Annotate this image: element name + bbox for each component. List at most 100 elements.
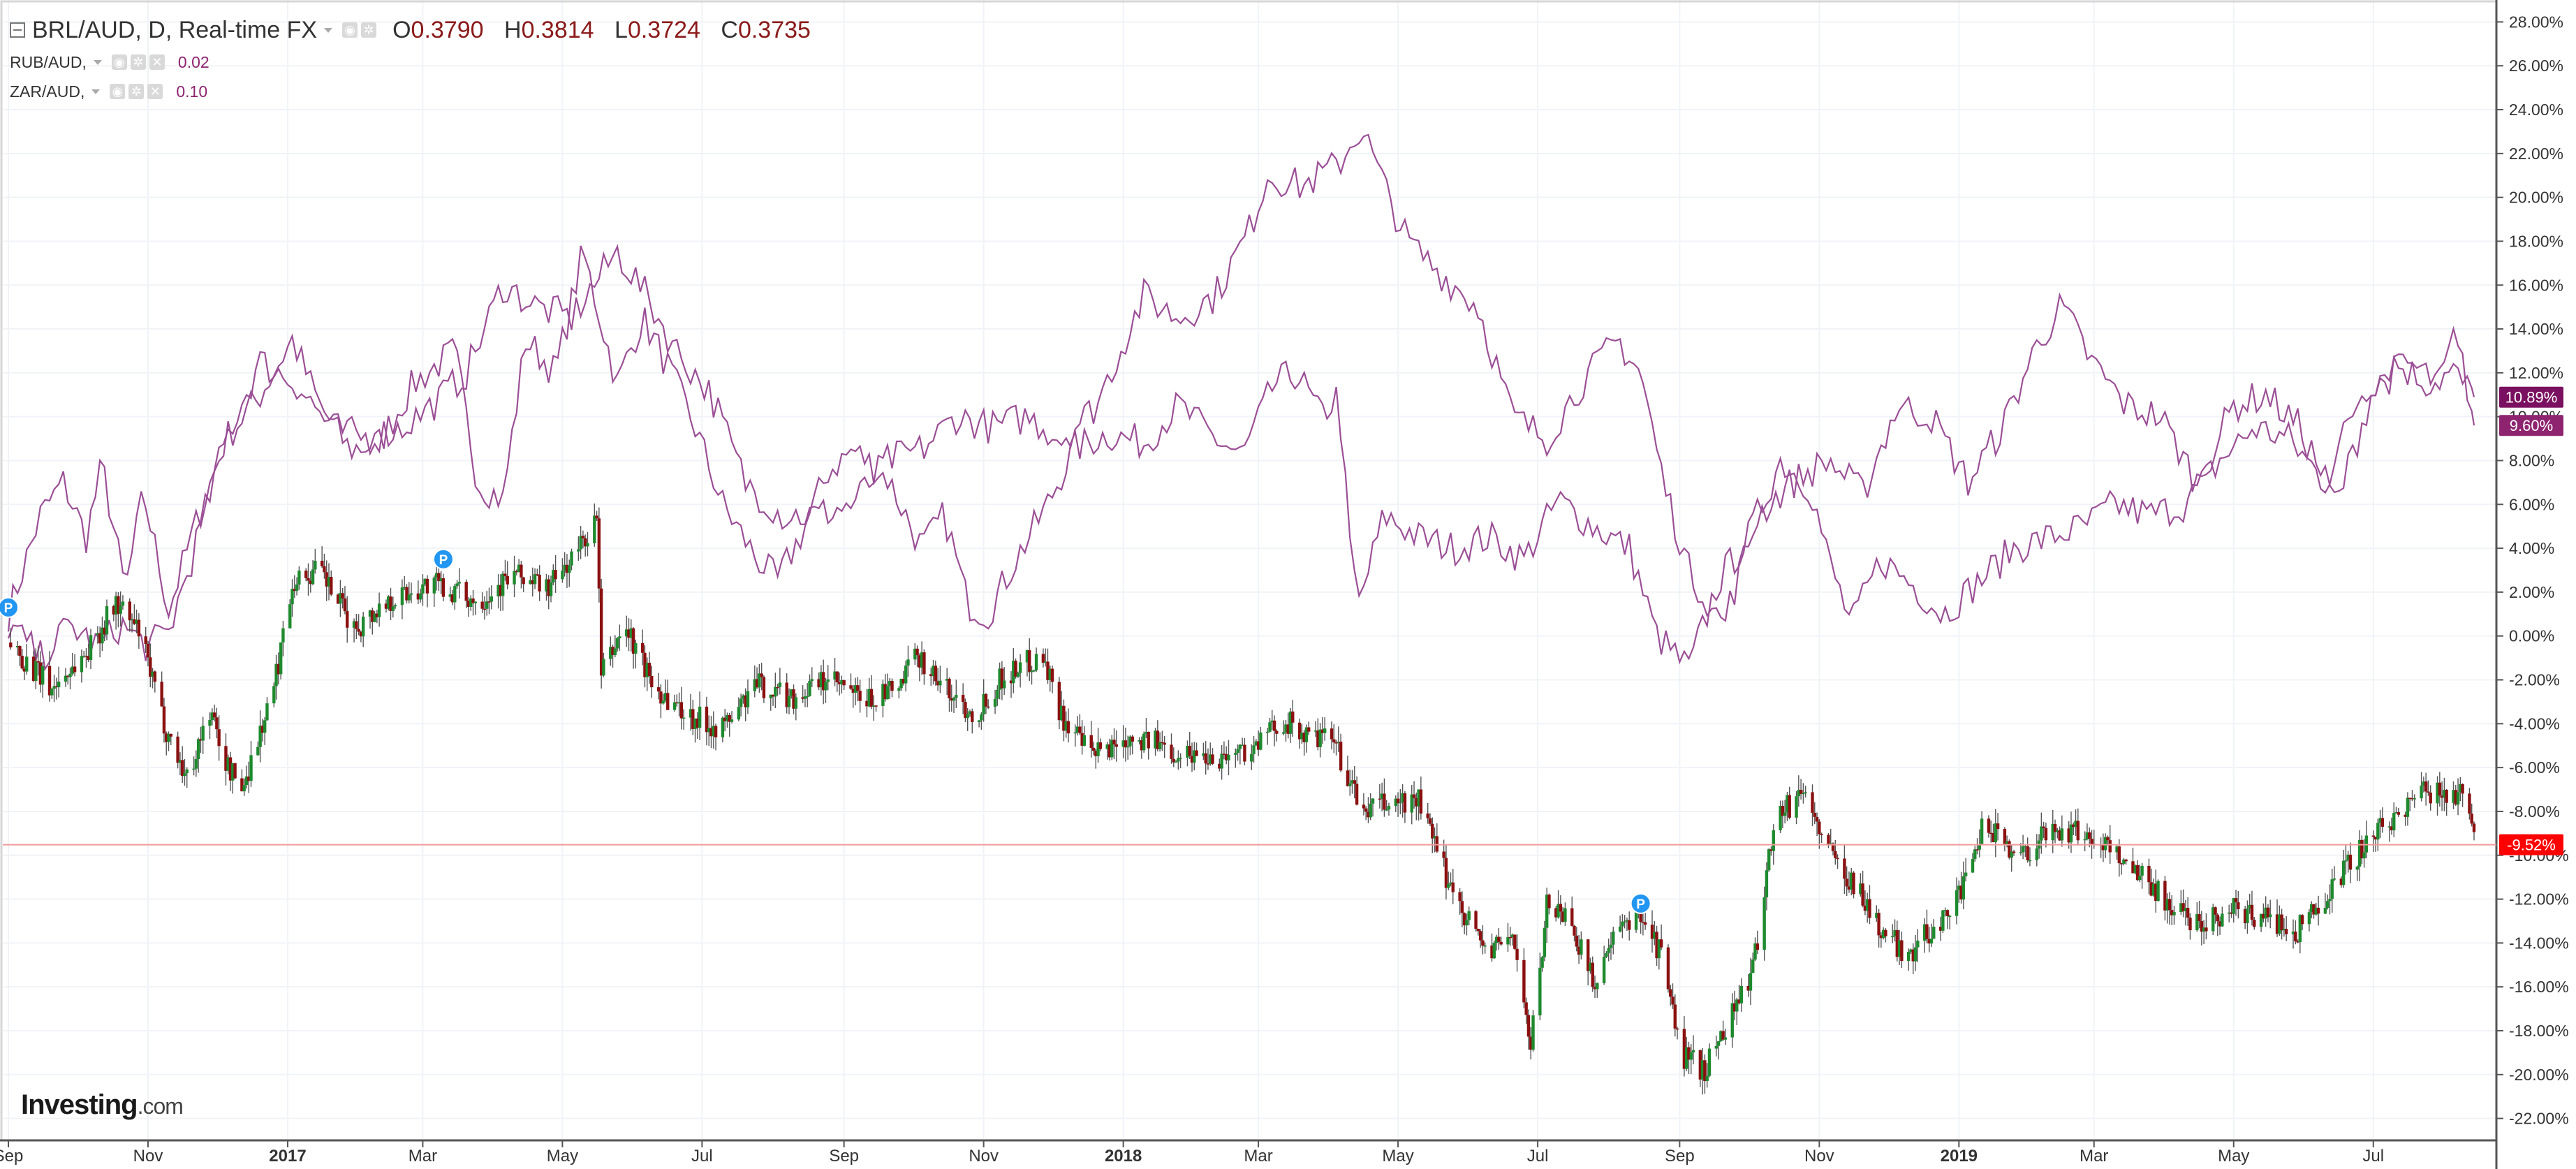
- candle-body: [1367, 811, 1370, 818]
- candle-body: [178, 760, 182, 763]
- candle-body: [2325, 901, 2330, 909]
- candle-body: [199, 739, 203, 741]
- comparison-settings-gear-icon[interactable]: ✲: [128, 84, 145, 99]
- candle-body: [1161, 742, 1164, 744]
- candle-body: [1510, 934, 1515, 938]
- candle-body: [201, 726, 205, 741]
- y-tick-label: 2.00%: [2509, 583, 2554, 601]
- candle-body: [343, 598, 347, 612]
- comparison-name: RUB/AUD,: [10, 52, 87, 71]
- main-series-legend: BRL/AUD, D, Real-time FX ◉ ✲ O0.3790 H0.…: [10, 13, 825, 47]
- candle-body: [723, 717, 727, 721]
- candle-body: [2378, 818, 2382, 823]
- candle-body: [499, 584, 503, 596]
- candle-body: [1657, 939, 1661, 959]
- candle-body: [1813, 812, 1816, 817]
- candle-body: [964, 702, 967, 719]
- candle-body: [1756, 943, 1760, 950]
- candle-body: [1188, 746, 1191, 756]
- candle-body: [1078, 726, 1082, 733]
- candle-body: [1291, 711, 1295, 723]
- candle-body: [485, 601, 489, 609]
- candle-body: [98, 633, 102, 644]
- candle-body: [1831, 843, 1835, 851]
- remove-comparison-close-icon[interactable]: ✕: [147, 84, 163, 99]
- candle-body: [432, 578, 436, 594]
- candle-body: [2200, 920, 2204, 932]
- candle-body: [506, 575, 509, 584]
- candle-body: [2234, 898, 2238, 903]
- candle-body: [2151, 883, 2156, 896]
- comparison-menu-chevron-down-icon[interactable]: [93, 59, 102, 65]
- candle-body: [325, 572, 328, 587]
- candle-body: [2243, 909, 2247, 924]
- candle-body: [263, 720, 267, 733]
- candle-body: [1875, 913, 1878, 918]
- candle-body: [355, 621, 358, 629]
- candle-body: [1075, 726, 1080, 733]
- candle-body: [599, 588, 603, 676]
- series-menu-chevron-down-icon[interactable]: [324, 27, 333, 33]
- candle-body: [618, 636, 621, 638]
- candle-body: [162, 706, 166, 734]
- candle-body: [487, 601, 491, 603]
- candle-body: [2357, 839, 2362, 867]
- candle-body: [577, 549, 580, 552]
- y-tick-label: -20.00%: [2509, 1066, 2569, 1084]
- candle-body: [2371, 835, 2375, 837]
- candle-body: [2339, 878, 2343, 885]
- candle-body: [583, 538, 587, 547]
- candle-body: [144, 636, 147, 645]
- candle-body: [2195, 914, 2199, 931]
- y-axis: 28.00% 26.00% 24.00% 22.00% 20.00% 18.00% 16.0…: [2496, 13, 2569, 1128]
- hide-series-eye-icon[interactable]: ◉: [342, 22, 358, 38]
- candle-body: [371, 610, 374, 622]
- candle-body: [84, 655, 88, 657]
- candle-body: [721, 717, 725, 737]
- candle-body: [38, 662, 43, 685]
- candle-body: [119, 605, 122, 614]
- candle-body: [1412, 794, 1416, 798]
- candle-body: [1254, 741, 1258, 746]
- remove-comparison-close-icon[interactable]: ✕: [149, 54, 165, 70]
- candle-body: [423, 578, 427, 584]
- candle-body: [595, 515, 598, 519]
- candle-body: [677, 702, 681, 704]
- series-settings-gear-icon[interactable]: ✲: [361, 22, 377, 38]
- candle-body: [1559, 904, 1563, 912]
- candle-body: [899, 678, 903, 689]
- candle-body: [1140, 740, 1144, 751]
- candle-body: [2156, 881, 2160, 901]
- candle-body: [563, 564, 566, 571]
- candle-body: [913, 648, 917, 660]
- candle-body: [1190, 756, 1194, 763]
- comparison-settings-gear-icon[interactable]: ✲: [130, 54, 146, 70]
- candle-body: [1957, 885, 1961, 890]
- candle-body: [640, 642, 645, 653]
- candle-body: [1499, 941, 1503, 945]
- candle-body: [455, 583, 459, 587]
- x-tick-label: 2018: [1105, 1147, 1142, 1166]
- candle-body: [1304, 727, 1309, 742]
- hide-comparison-eye-icon[interactable]: ◉: [111, 54, 127, 70]
- candle-body: [929, 674, 933, 677]
- candle-body: [904, 666, 908, 684]
- candle-body: [1700, 1060, 1705, 1080]
- collapse-legend-icon[interactable]: [10, 22, 25, 38]
- candle-body: [295, 584, 299, 591]
- candle-body: [1426, 813, 1429, 818]
- candle-body: [695, 718, 700, 728]
- candle-body: [1410, 794, 1413, 813]
- candle-body: [1179, 757, 1182, 759]
- candle-body: [625, 629, 628, 637]
- candle-body: [1834, 851, 1837, 858]
- candle-body: [314, 561, 317, 570]
- candle-body: [714, 726, 718, 737]
- candle-body: [327, 577, 331, 587]
- last-value-badge-label: 10.89%: [2505, 389, 2558, 406]
- hide-comparison-eye-icon[interactable]: ◉: [110, 84, 126, 99]
- comparison-menu-chevron-down-icon[interactable]: [91, 89, 101, 94]
- candle-body: [968, 711, 972, 715]
